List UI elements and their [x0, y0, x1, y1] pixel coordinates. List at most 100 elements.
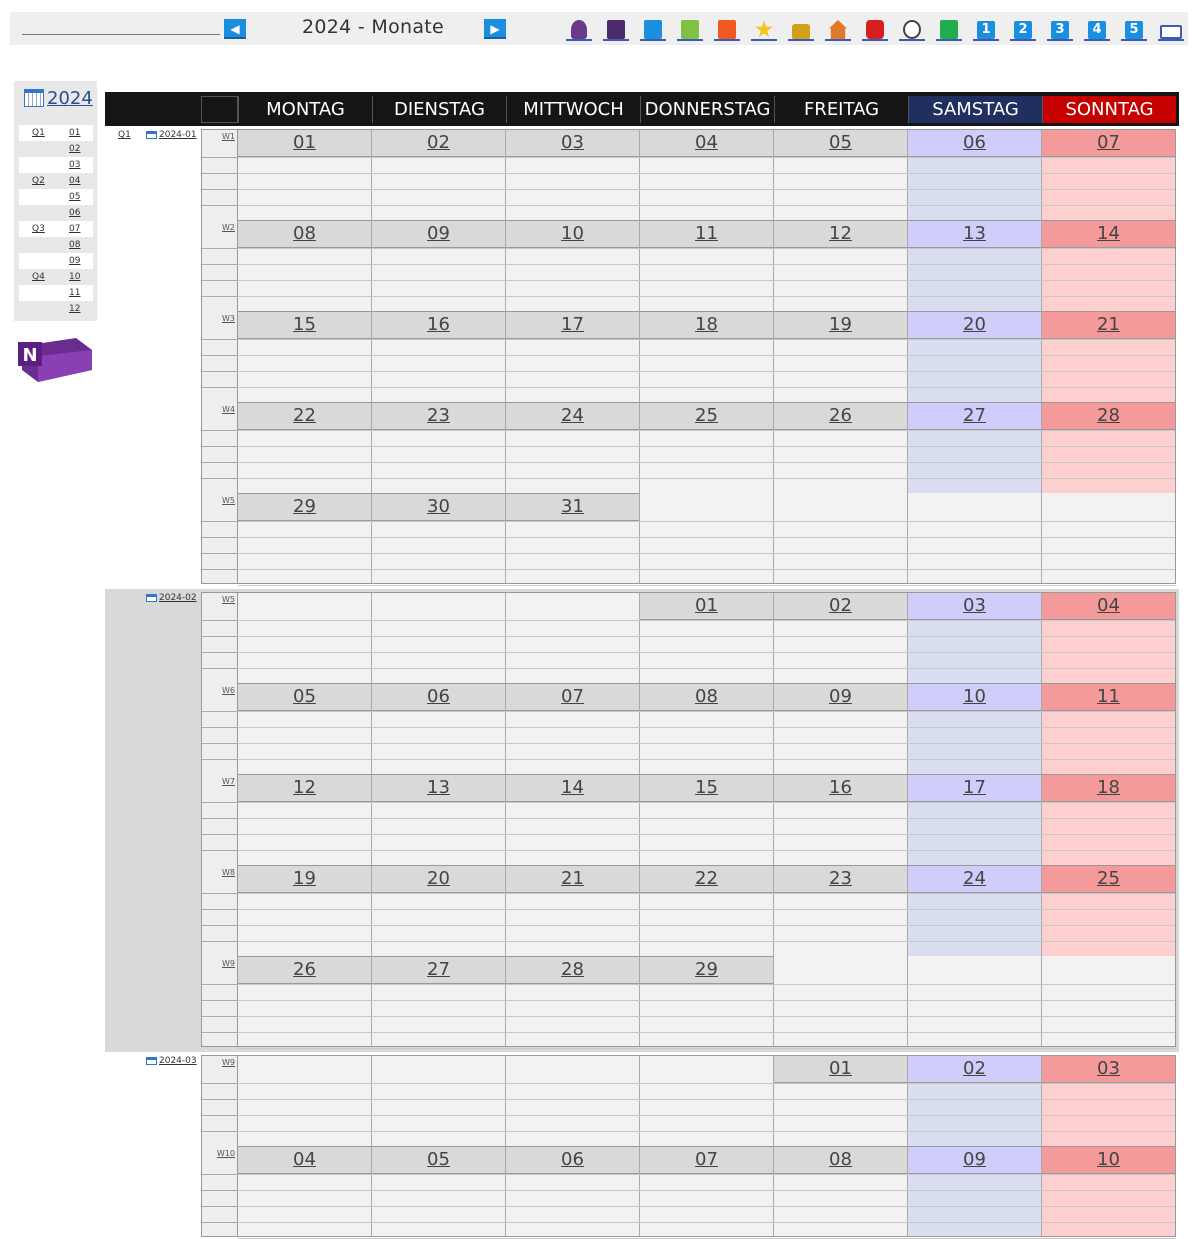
- day-cell[interactable]: 06: [506, 1146, 640, 1174]
- month-link[interactable]: 03: [69, 160, 81, 170]
- day-notes-area[interactable]: [640, 248, 774, 311]
- day-number-link[interactable]: 27: [427, 959, 450, 980]
- day-cell[interactable]: 09: [372, 220, 506, 248]
- day-cell[interactable]: 22: [640, 865, 774, 893]
- day-number-link[interactable]: 09: [427, 223, 450, 244]
- day-number-link[interactable]: 06: [561, 1149, 584, 1170]
- quarter-link[interactable]: Q3: [32, 224, 45, 234]
- day-notes-area[interactable]: [908, 157, 1042, 220]
- day-cell[interactable]: 09: [774, 683, 908, 711]
- day-cell[interactable]: 14: [506, 774, 640, 802]
- week-number-link[interactable]: W8: [222, 868, 235, 877]
- day-number-link[interactable]: 21: [1097, 314, 1120, 335]
- day-notes-area[interactable]: [908, 620, 1042, 683]
- day-cell[interactable]: 02: [372, 129, 506, 157]
- day-cell[interactable]: 10: [506, 220, 640, 248]
- day-number-link[interactable]: 08: [293, 223, 316, 244]
- day-cell[interactable]: 08: [774, 1146, 908, 1174]
- day-notes-area[interactable]: [908, 430, 1042, 493]
- day-number-link[interactable]: 06: [427, 686, 450, 707]
- day-notes-area[interactable]: [238, 984, 372, 1047]
- day-notes-area[interactable]: [774, 711, 908, 774]
- day-number-link[interactable]: 29: [695, 959, 718, 980]
- day-cell[interactable]: 10: [1042, 1146, 1176, 1174]
- day-number-link[interactable]: 01: [293, 132, 316, 153]
- day-number-link[interactable]: 02: [427, 132, 450, 153]
- day-cell[interactable]: 28: [506, 956, 640, 984]
- day-notes-area[interactable]: [640, 984, 774, 1047]
- month-link[interactable]: 10: [69, 272, 81, 282]
- day-cell[interactable]: 19: [774, 311, 908, 339]
- day-cell[interactable]: 05: [238, 683, 372, 711]
- day-cell[interactable]: 26: [774, 402, 908, 430]
- day-notes-area[interactable]: [640, 620, 774, 683]
- day-notes-area[interactable]: [238, 430, 372, 493]
- day-notes-area[interactable]: [908, 802, 1042, 865]
- book-green-button[interactable]: [677, 17, 703, 41]
- day-number-link[interactable]: 13: [963, 223, 986, 244]
- month-link[interactable]: 06: [69, 208, 81, 218]
- day-number-link[interactable]: 01: [695, 595, 718, 616]
- day-cell[interactable]: 17: [908, 774, 1042, 802]
- day-cell[interactable]: 01: [774, 1055, 908, 1083]
- number-3-button[interactable]: 3: [1047, 17, 1073, 41]
- day-notes-area[interactable]: [774, 620, 908, 683]
- day-cell[interactable]: 18: [1042, 774, 1176, 802]
- day-number-link[interactable]: 14: [1097, 223, 1120, 244]
- day-cell[interactable]: 23: [372, 402, 506, 430]
- day-notes-area[interactable]: [238, 339, 372, 402]
- day-cell[interactable]: 24: [506, 402, 640, 430]
- day-number-link[interactable]: 05: [427, 1149, 450, 1170]
- day-number-link[interactable]: 04: [695, 132, 718, 153]
- day-notes-area[interactable]: [372, 893, 506, 956]
- day-notes-area[interactable]: [372, 339, 506, 402]
- day-notes-area[interactable]: [1042, 339, 1176, 402]
- month-label-link[interactable]: 2024-01: [146, 130, 197, 140]
- day-number-link[interactable]: 20: [963, 314, 986, 335]
- day-cell[interactable]: 09: [908, 1146, 1042, 1174]
- day-number-link[interactable]: 16: [427, 314, 450, 335]
- day-notes-area[interactable]: [1042, 802, 1176, 865]
- day-cell[interactable]: 15: [238, 311, 372, 339]
- number-4-button[interactable]: 4: [1084, 17, 1110, 41]
- day-notes-area[interactable]: [238, 711, 372, 774]
- day-cell[interactable]: 12: [238, 774, 372, 802]
- day-number-link[interactable]: 09: [963, 1149, 986, 1170]
- day-notes-area[interactable]: [774, 248, 908, 311]
- lock-button[interactable]: [788, 17, 814, 41]
- day-number-link[interactable]: 06: [963, 132, 986, 153]
- day-notes-area[interactable]: [774, 802, 908, 865]
- house-button[interactable]: [825, 17, 851, 41]
- clock-button[interactable]: [899, 17, 925, 41]
- bag-button[interactable]: [862, 17, 888, 41]
- day-cell[interactable]: 15: [640, 774, 774, 802]
- day-notes-area[interactable]: [506, 248, 640, 311]
- week-number-link[interactable]: W1: [222, 132, 235, 141]
- day-cell[interactable]: 28: [1042, 402, 1176, 430]
- day-notes-area[interactable]: [506, 711, 640, 774]
- day-number-link[interactable]: 03: [1097, 1058, 1120, 1079]
- day-cell[interactable]: 29: [238, 493, 372, 521]
- day-notes-area[interactable]: [774, 1083, 908, 1146]
- day-notes-area[interactable]: [774, 430, 908, 493]
- day-cell[interactable]: 08: [640, 683, 774, 711]
- day-cell[interactable]: 27: [908, 402, 1042, 430]
- day-number-link[interactable]: 10: [963, 686, 986, 707]
- day-notes-area[interactable]: [1042, 157, 1176, 220]
- day-number-link[interactable]: 11: [1097, 686, 1120, 707]
- day-number-link[interactable]: 15: [695, 777, 718, 798]
- day-notes-area[interactable]: [506, 430, 640, 493]
- day-cell[interactable]: 27: [372, 956, 506, 984]
- day-cell[interactable]: 13: [372, 774, 506, 802]
- day-number-link[interactable]: 01: [829, 1058, 852, 1079]
- day-notes-area[interactable]: [640, 157, 774, 220]
- day-notes-area[interactable]: [640, 802, 774, 865]
- day-cell[interactable]: 04: [1042, 592, 1176, 620]
- day-cell[interactable]: 11: [640, 220, 774, 248]
- day-cell[interactable]: 24: [908, 865, 1042, 893]
- day-cell[interactable]: 22: [238, 402, 372, 430]
- month-link[interactable]: 02: [69, 144, 81, 154]
- day-number-link[interactable]: 19: [829, 314, 852, 335]
- day-notes-area[interactable]: [372, 157, 506, 220]
- day-cell[interactable]: 07: [640, 1146, 774, 1174]
